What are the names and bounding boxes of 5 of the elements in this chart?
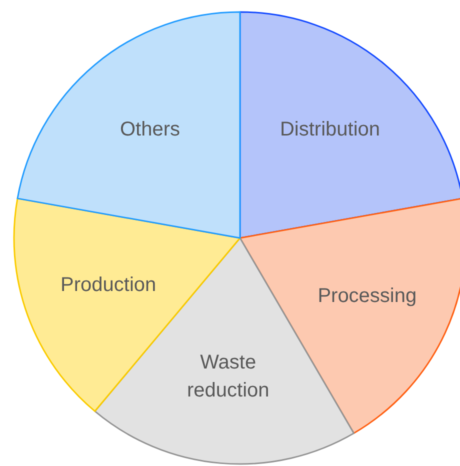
slice-label: Others xyxy=(120,118,180,141)
slice-label: Distribution xyxy=(280,118,380,141)
slice-label: Waste reduction xyxy=(186,352,270,402)
slice-label: Processing xyxy=(318,285,417,308)
slice-label: Production xyxy=(60,274,156,296)
